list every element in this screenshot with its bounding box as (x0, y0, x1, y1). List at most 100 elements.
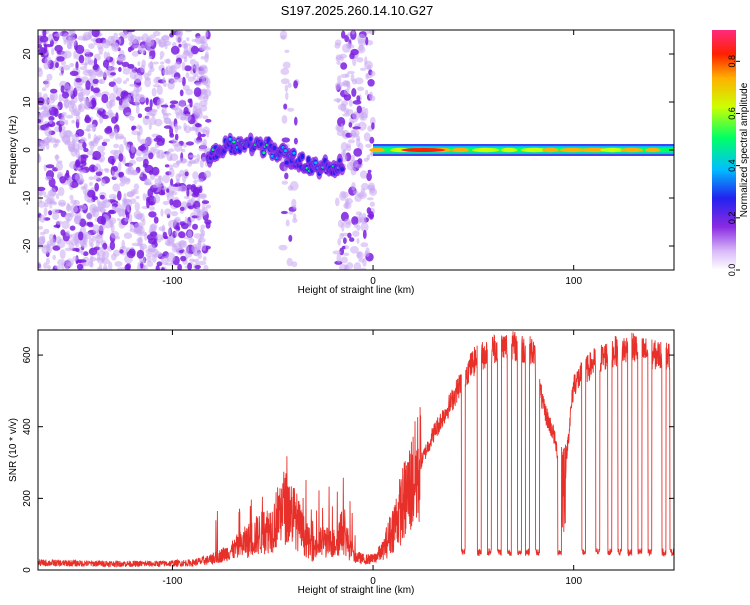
noise-speckle (107, 155, 116, 165)
noise-speckle (205, 221, 211, 229)
noise-speckle (53, 108, 59, 118)
noise-speckle (178, 231, 186, 239)
noise-speckle (88, 59, 94, 64)
noise-speckle (340, 62, 348, 70)
noise-speckle (351, 216, 359, 226)
noise-speckle (341, 130, 346, 138)
noise-speckle (333, 98, 343, 102)
noise-speckle (80, 137, 87, 143)
noise-speckle (142, 149, 149, 156)
noise-speckle (366, 197, 374, 201)
noise-speckle (348, 99, 353, 107)
noise-speckle (148, 55, 153, 60)
noise-speckle (55, 220, 63, 225)
noise-speckle (88, 69, 94, 77)
noise-speckle (100, 206, 106, 214)
noise-speckle (185, 72, 190, 79)
noise-speckle (92, 64, 99, 71)
noise-speckle (61, 112, 67, 116)
x-tick-label: 0 (370, 276, 376, 287)
noise-speckle (363, 157, 369, 162)
noise-speckle (125, 77, 130, 82)
noise-speckle (171, 243, 176, 248)
noise-speckle (65, 230, 71, 237)
noise-speckle (121, 61, 130, 67)
noise-speckle (159, 56, 163, 60)
noise-speckle (115, 112, 119, 122)
noise-speckle (152, 84, 161, 88)
noise-speckle (90, 38, 96, 42)
noise-speckle (143, 182, 153, 186)
noise-speckle (194, 72, 199, 78)
noise-speckle (88, 43, 95, 49)
noise-speckle (345, 198, 349, 209)
noise-speckle (127, 166, 132, 173)
colorbar: 0.0 0.2 0.4 0.6 0.8 Normalized spectral ampl… (712, 30, 750, 276)
noise-speckle (124, 217, 129, 222)
noise-speckle (112, 165, 119, 172)
noise-speckle (158, 226, 166, 231)
noise-speckle (352, 230, 360, 237)
noise-speckle (336, 126, 341, 131)
noise-speckle (194, 123, 202, 128)
noise-speckle (125, 112, 132, 116)
noise-speckle (46, 73, 53, 81)
noise-speckle (335, 82, 341, 91)
noise-speckle (113, 249, 120, 257)
noise-speckle (125, 144, 131, 151)
noise-speckle (139, 44, 146, 55)
noise-speckle (92, 78, 99, 85)
noise-speckle (153, 216, 159, 224)
noise-speckle (95, 171, 103, 177)
noise-speckle (43, 262, 48, 269)
noise-speckle (168, 219, 176, 228)
noise-speckle (206, 84, 211, 89)
noise-speckle (350, 48, 359, 56)
noise-speckle (42, 93, 49, 101)
noise-speckle (186, 141, 194, 146)
noise-speckle (353, 190, 359, 195)
noise-speckle (151, 108, 158, 113)
noise-speckle (346, 33, 350, 37)
colorbar-tick-label: 0.6 (727, 107, 737, 120)
noise-speckle (89, 255, 94, 264)
noise-speckle (86, 211, 93, 221)
noise-speckle (100, 179, 106, 187)
noise-speckle (186, 37, 190, 42)
noise-speckle (345, 73, 350, 78)
noise-speckle (118, 135, 125, 140)
noise-speckle (127, 46, 132, 53)
noise-speckle (184, 30, 193, 33)
noise-speckle (184, 252, 193, 258)
noise-speckle (69, 194, 74, 201)
noise-speckle (52, 254, 56, 261)
noise-speckle (192, 259, 196, 263)
signal-band-core (306, 156, 311, 163)
noise-speckle (41, 102, 50, 110)
noise-speckle (61, 220, 70, 230)
noise-speckle (112, 205, 116, 210)
noise-speckle (332, 250, 342, 255)
noise-speckle (341, 222, 345, 232)
noise-speckle (195, 206, 201, 213)
signal-band-peak (228, 137, 232, 141)
noise-speckle (38, 112, 46, 118)
noise-speckle (151, 87, 157, 97)
noise-speckle (67, 261, 73, 268)
noise-speckle (178, 240, 187, 245)
noise-speckle (122, 68, 131, 75)
noise-speckle (335, 56, 341, 62)
x-tick-label: -100 (162, 276, 182, 287)
noise-speckle (58, 199, 67, 207)
noise-speckle (196, 178, 204, 183)
noise-speckle (157, 175, 162, 185)
noise-speckle (44, 44, 48, 54)
snr-frame (37, 329, 675, 571)
noise-speckle (145, 136, 153, 146)
noise-speckle (194, 264, 201, 270)
noise-speckle (138, 236, 143, 246)
noise-speckle (172, 199, 182, 208)
steady-band-peak (542, 147, 559, 153)
x-tick-label: 100 (565, 576, 582, 587)
noise-speckle (192, 171, 199, 180)
